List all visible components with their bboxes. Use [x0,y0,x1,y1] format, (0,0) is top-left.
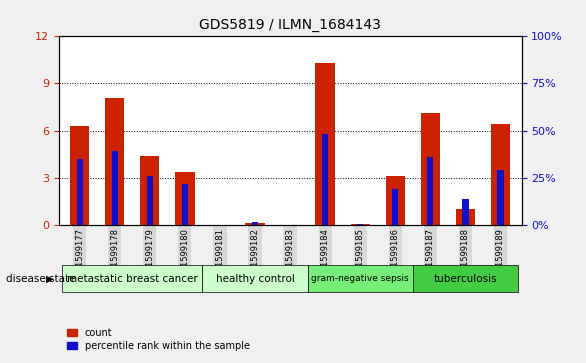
Bar [246,223,265,225]
Bar [456,209,475,225]
Text: healthy control: healthy control [216,274,294,284]
Bar [357,224,363,225]
Bar [427,157,434,225]
Bar [421,113,440,225]
Text: disease state: disease state [6,274,76,284]
Bar [182,184,188,225]
Bar [140,156,159,225]
Bar [462,199,469,225]
Bar [77,159,83,225]
Bar [392,189,398,225]
Text: gram-negative sepsis: gram-negative sepsis [311,274,409,283]
Text: ▶: ▶ [46,274,53,284]
Legend: count, percentile rank within the sample: count, percentile rank within the sample [63,324,254,355]
Bar [322,134,328,225]
Bar [146,176,153,225]
Bar [175,172,195,225]
Bar [350,224,370,225]
Text: tuberculosis: tuberculosis [434,274,498,284]
Bar [315,63,335,225]
Bar [386,176,405,225]
Bar [252,222,258,225]
Bar [498,170,503,225]
Text: metastatic breast cancer: metastatic breast cancer [67,274,197,284]
Bar [111,151,118,225]
Bar [491,125,510,225]
Bar [70,126,89,225]
Title: GDS5819 / ILMN_1684143: GDS5819 / ILMN_1684143 [199,19,381,33]
Bar [105,98,124,225]
